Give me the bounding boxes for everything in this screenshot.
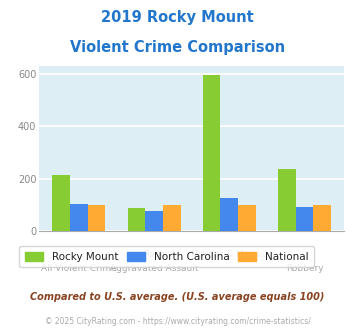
Bar [145, 211, 163, 231]
Bar [220, 198, 238, 231]
Text: Rape: Rape [143, 250, 165, 259]
Text: 2019 Rocky Mount: 2019 Rocky Mount [101, 10, 254, 25]
Text: Aggravated Assault: Aggravated Assault [110, 264, 198, 273]
Bar [88, 205, 105, 231]
Bar [313, 205, 331, 231]
Bar [127, 208, 145, 231]
Bar [52, 176, 70, 231]
Bar [238, 205, 256, 231]
Bar [296, 207, 313, 231]
Bar [203, 75, 220, 231]
Text: Robbery: Robbery [286, 264, 323, 273]
Text: © 2025 CityRating.com - https://www.cityrating.com/crime-statistics/: © 2025 CityRating.com - https://www.city… [45, 317, 310, 326]
Text: Compared to U.S. average. (U.S. average equals 100): Compared to U.S. average. (U.S. average … [30, 292, 325, 302]
Text: Violent Crime Comparison: Violent Crime Comparison [70, 40, 285, 54]
Bar [163, 205, 181, 231]
Bar [278, 169, 296, 231]
Legend: Rocky Mount, North Carolina, National: Rocky Mount, North Carolina, National [20, 247, 313, 267]
Text: All Violent Crime: All Violent Crime [41, 264, 117, 273]
Bar [70, 204, 88, 231]
Text: Murder & Mans...: Murder & Mans... [191, 250, 268, 259]
